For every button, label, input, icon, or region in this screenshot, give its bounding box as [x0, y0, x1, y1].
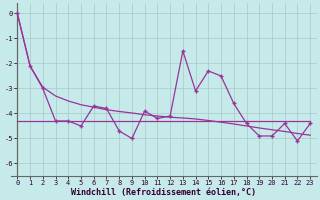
- X-axis label: Windchill (Refroidissement éolien,°C): Windchill (Refroidissement éolien,°C): [71, 188, 256, 197]
